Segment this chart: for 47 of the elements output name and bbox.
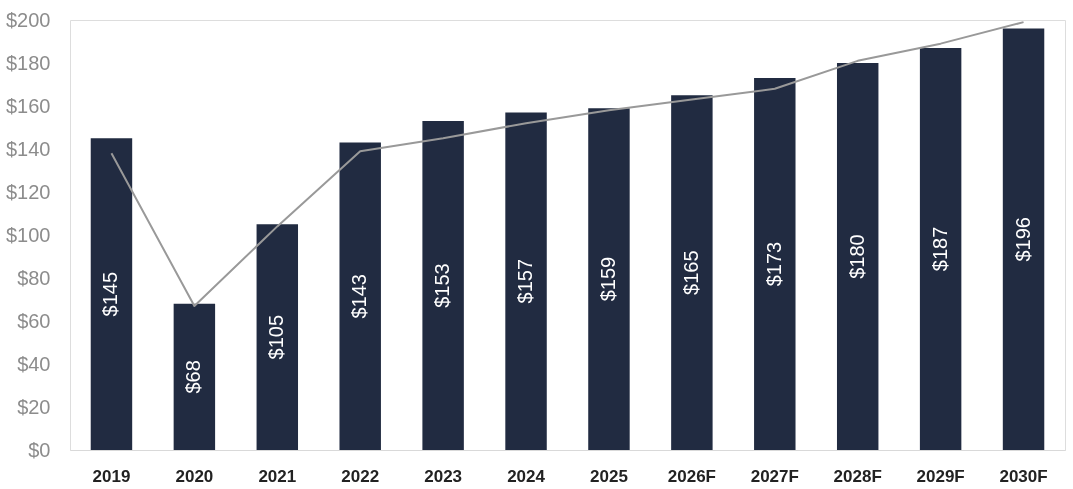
y-tick-label: $160 bbox=[6, 94, 51, 117]
data-label: $143 bbox=[348, 274, 371, 319]
bar bbox=[588, 108, 630, 450]
bar bbox=[1002, 28, 1045, 450]
y-tick-label: $140 bbox=[6, 137, 51, 160]
data-label: $68 bbox=[182, 360, 205, 394]
bar bbox=[754, 78, 796, 450]
y-tick-label: $120 bbox=[6, 180, 51, 203]
data-label: $180 bbox=[845, 234, 868, 279]
x-tick-label: 2021 bbox=[258, 466, 297, 486]
data-label: $157 bbox=[514, 258, 537, 304]
x-tick-label: 2030F bbox=[999, 466, 1048, 486]
data-label: $196 bbox=[1011, 217, 1034, 262]
data-label: $173 bbox=[762, 241, 785, 287]
y-tick-label: $200 bbox=[6, 8, 51, 31]
data-label: $187 bbox=[928, 226, 951, 272]
bar bbox=[422, 121, 464, 450]
bar bbox=[339, 142, 381, 450]
x-tick-label: 2025 bbox=[590, 466, 628, 486]
bar bbox=[919, 47, 962, 450]
data-label: $153 bbox=[431, 263, 454, 308]
bar bbox=[671, 95, 713, 450]
bar bbox=[836, 63, 879, 450]
x-tick-label: 2026F bbox=[667, 466, 716, 486]
data-label: $165 bbox=[679, 250, 702, 295]
x-tick-label: 2024 bbox=[507, 466, 546, 486]
y-tick-label: $180 bbox=[6, 51, 51, 74]
x-tick-label: 2019 bbox=[92, 466, 131, 486]
data-label: $145 bbox=[99, 271, 122, 317]
x-tick-label: 2020 bbox=[175, 466, 214, 486]
x-tick-label: 2028F bbox=[833, 466, 882, 486]
x-tick-label: 2027F bbox=[750, 466, 799, 486]
x-tick-label: 2029F bbox=[916, 466, 965, 486]
x-tick-label: 2022 bbox=[341, 466, 380, 486]
bar bbox=[505, 112, 547, 450]
bar bbox=[90, 138, 133, 450]
bar bbox=[173, 303, 216, 450]
x-tick-label: 2023 bbox=[424, 466, 463, 486]
data-label: $105 bbox=[265, 314, 288, 360]
y-tick-label: $60 bbox=[17, 309, 51, 332]
y-tick-label: $100 bbox=[6, 223, 51, 246]
y-tick-label: $20 bbox=[17, 395, 51, 418]
y-tick-label: $40 bbox=[17, 352, 51, 375]
y-tick-label: $80 bbox=[17, 266, 51, 289]
y-tick-label: $0 bbox=[28, 438, 51, 461]
bar bbox=[256, 224, 299, 450]
data-label: $159 bbox=[596, 256, 619, 302]
